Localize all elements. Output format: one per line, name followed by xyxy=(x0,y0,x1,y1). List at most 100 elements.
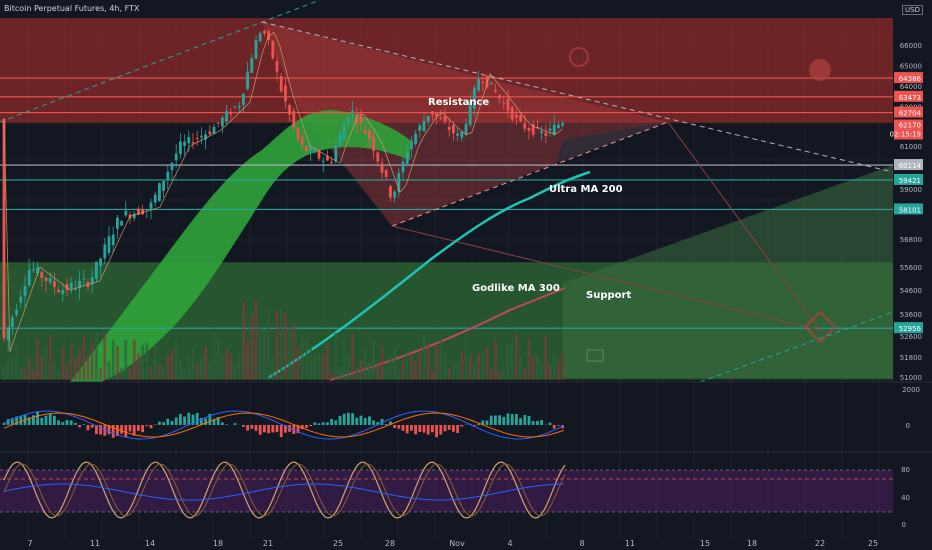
candle-body xyxy=(540,131,543,134)
volume-bar xyxy=(372,341,375,380)
volume-bar xyxy=(523,367,527,380)
macd-bar xyxy=(393,425,396,428)
volume-bar xyxy=(120,368,123,380)
volume-bar xyxy=(405,354,409,380)
macd-bar xyxy=(418,425,422,433)
candle-body xyxy=(380,163,384,173)
candle-body xyxy=(57,289,60,293)
volume-bar xyxy=(473,362,476,380)
volume-bar xyxy=(330,370,333,380)
volume-bar xyxy=(53,362,56,380)
macd-bar xyxy=(153,424,157,425)
y-tick-label: 51800 xyxy=(900,354,922,362)
candle-body xyxy=(111,234,115,246)
candle-body xyxy=(410,140,413,150)
volume-bar xyxy=(40,355,44,380)
candle-body xyxy=(498,95,501,99)
volume-bar xyxy=(561,352,564,380)
macd-bar xyxy=(342,413,346,425)
volume-bar xyxy=(351,333,354,380)
macd-bar xyxy=(187,412,191,425)
macd-bar xyxy=(48,413,52,425)
volume-bar xyxy=(393,347,396,380)
macd-bar xyxy=(32,415,35,425)
volume-bar xyxy=(48,335,52,380)
volume-bar xyxy=(384,362,388,380)
trendline-lower-dashed xyxy=(699,311,894,383)
volume-bar xyxy=(212,333,216,380)
y-tick-label: 65000 xyxy=(900,63,922,71)
macd-bar xyxy=(355,417,359,425)
candle-body xyxy=(170,162,174,171)
volume-bar xyxy=(494,338,497,380)
candle-body xyxy=(544,132,548,136)
macd-bar xyxy=(90,425,94,428)
volume-bar xyxy=(376,362,380,380)
macd-bar xyxy=(510,414,514,425)
candle-body xyxy=(338,134,342,146)
trendline-descending xyxy=(261,21,894,173)
volume-bar xyxy=(275,310,279,380)
candle-body xyxy=(405,153,409,164)
x-tick-label: 18 xyxy=(747,539,757,548)
macd-bar xyxy=(557,425,560,426)
candle-body xyxy=(489,82,493,85)
volume-bar xyxy=(536,353,539,380)
volume-bar xyxy=(460,351,464,380)
macd-bar xyxy=(527,415,531,425)
x-tick-label: 11 xyxy=(625,539,635,548)
macd-bar xyxy=(300,425,304,430)
macd-bar xyxy=(128,425,132,432)
volume-bar xyxy=(254,299,258,380)
candle-body xyxy=(61,290,65,295)
macd-bar xyxy=(174,417,178,425)
macd-bar xyxy=(372,420,375,425)
candle-body xyxy=(179,141,182,155)
macd-bar xyxy=(258,425,262,435)
volume-bar xyxy=(65,364,69,380)
volume-bar xyxy=(263,329,266,380)
candle-body xyxy=(330,162,333,164)
candle-body xyxy=(292,110,296,128)
candle-body xyxy=(439,117,443,119)
candle-body xyxy=(166,171,170,180)
candle-body xyxy=(510,106,514,120)
macd-bar xyxy=(82,424,86,425)
x-tick-label: 25 xyxy=(333,539,343,548)
volume-bar xyxy=(363,350,367,380)
candle-body xyxy=(351,110,354,114)
volume-bar xyxy=(86,356,90,380)
macd-bar xyxy=(179,414,182,425)
candle-body xyxy=(561,123,564,126)
volume-bar xyxy=(489,368,493,380)
macd-bar xyxy=(548,422,552,425)
candle-body xyxy=(460,131,464,138)
candle-body xyxy=(204,134,207,140)
candle-body xyxy=(149,202,153,209)
macd-bar xyxy=(481,420,485,425)
volume-bar xyxy=(552,358,556,380)
candle-body xyxy=(250,57,254,73)
candle-body xyxy=(456,133,459,136)
candle-body xyxy=(237,105,241,108)
candle-body xyxy=(225,111,228,122)
macd-bar xyxy=(447,425,451,430)
volume-bar xyxy=(380,344,384,380)
volume-bar xyxy=(557,361,560,380)
candle-body xyxy=(305,146,308,151)
macd-bar xyxy=(254,425,258,431)
macd-bar xyxy=(195,412,199,425)
trendline-upper-dashed xyxy=(0,0,321,123)
macd-bar xyxy=(376,422,380,425)
price-label-text: 64386 xyxy=(899,75,922,83)
volume-bar xyxy=(174,341,178,380)
candle-body xyxy=(368,130,371,139)
macd-bar xyxy=(6,419,10,425)
volume-bar xyxy=(506,344,510,380)
macd-bar xyxy=(317,423,321,425)
volume-bar xyxy=(166,354,170,380)
price-label-box xyxy=(894,72,923,84)
macd-bar xyxy=(422,425,426,433)
candle-body xyxy=(426,115,430,122)
